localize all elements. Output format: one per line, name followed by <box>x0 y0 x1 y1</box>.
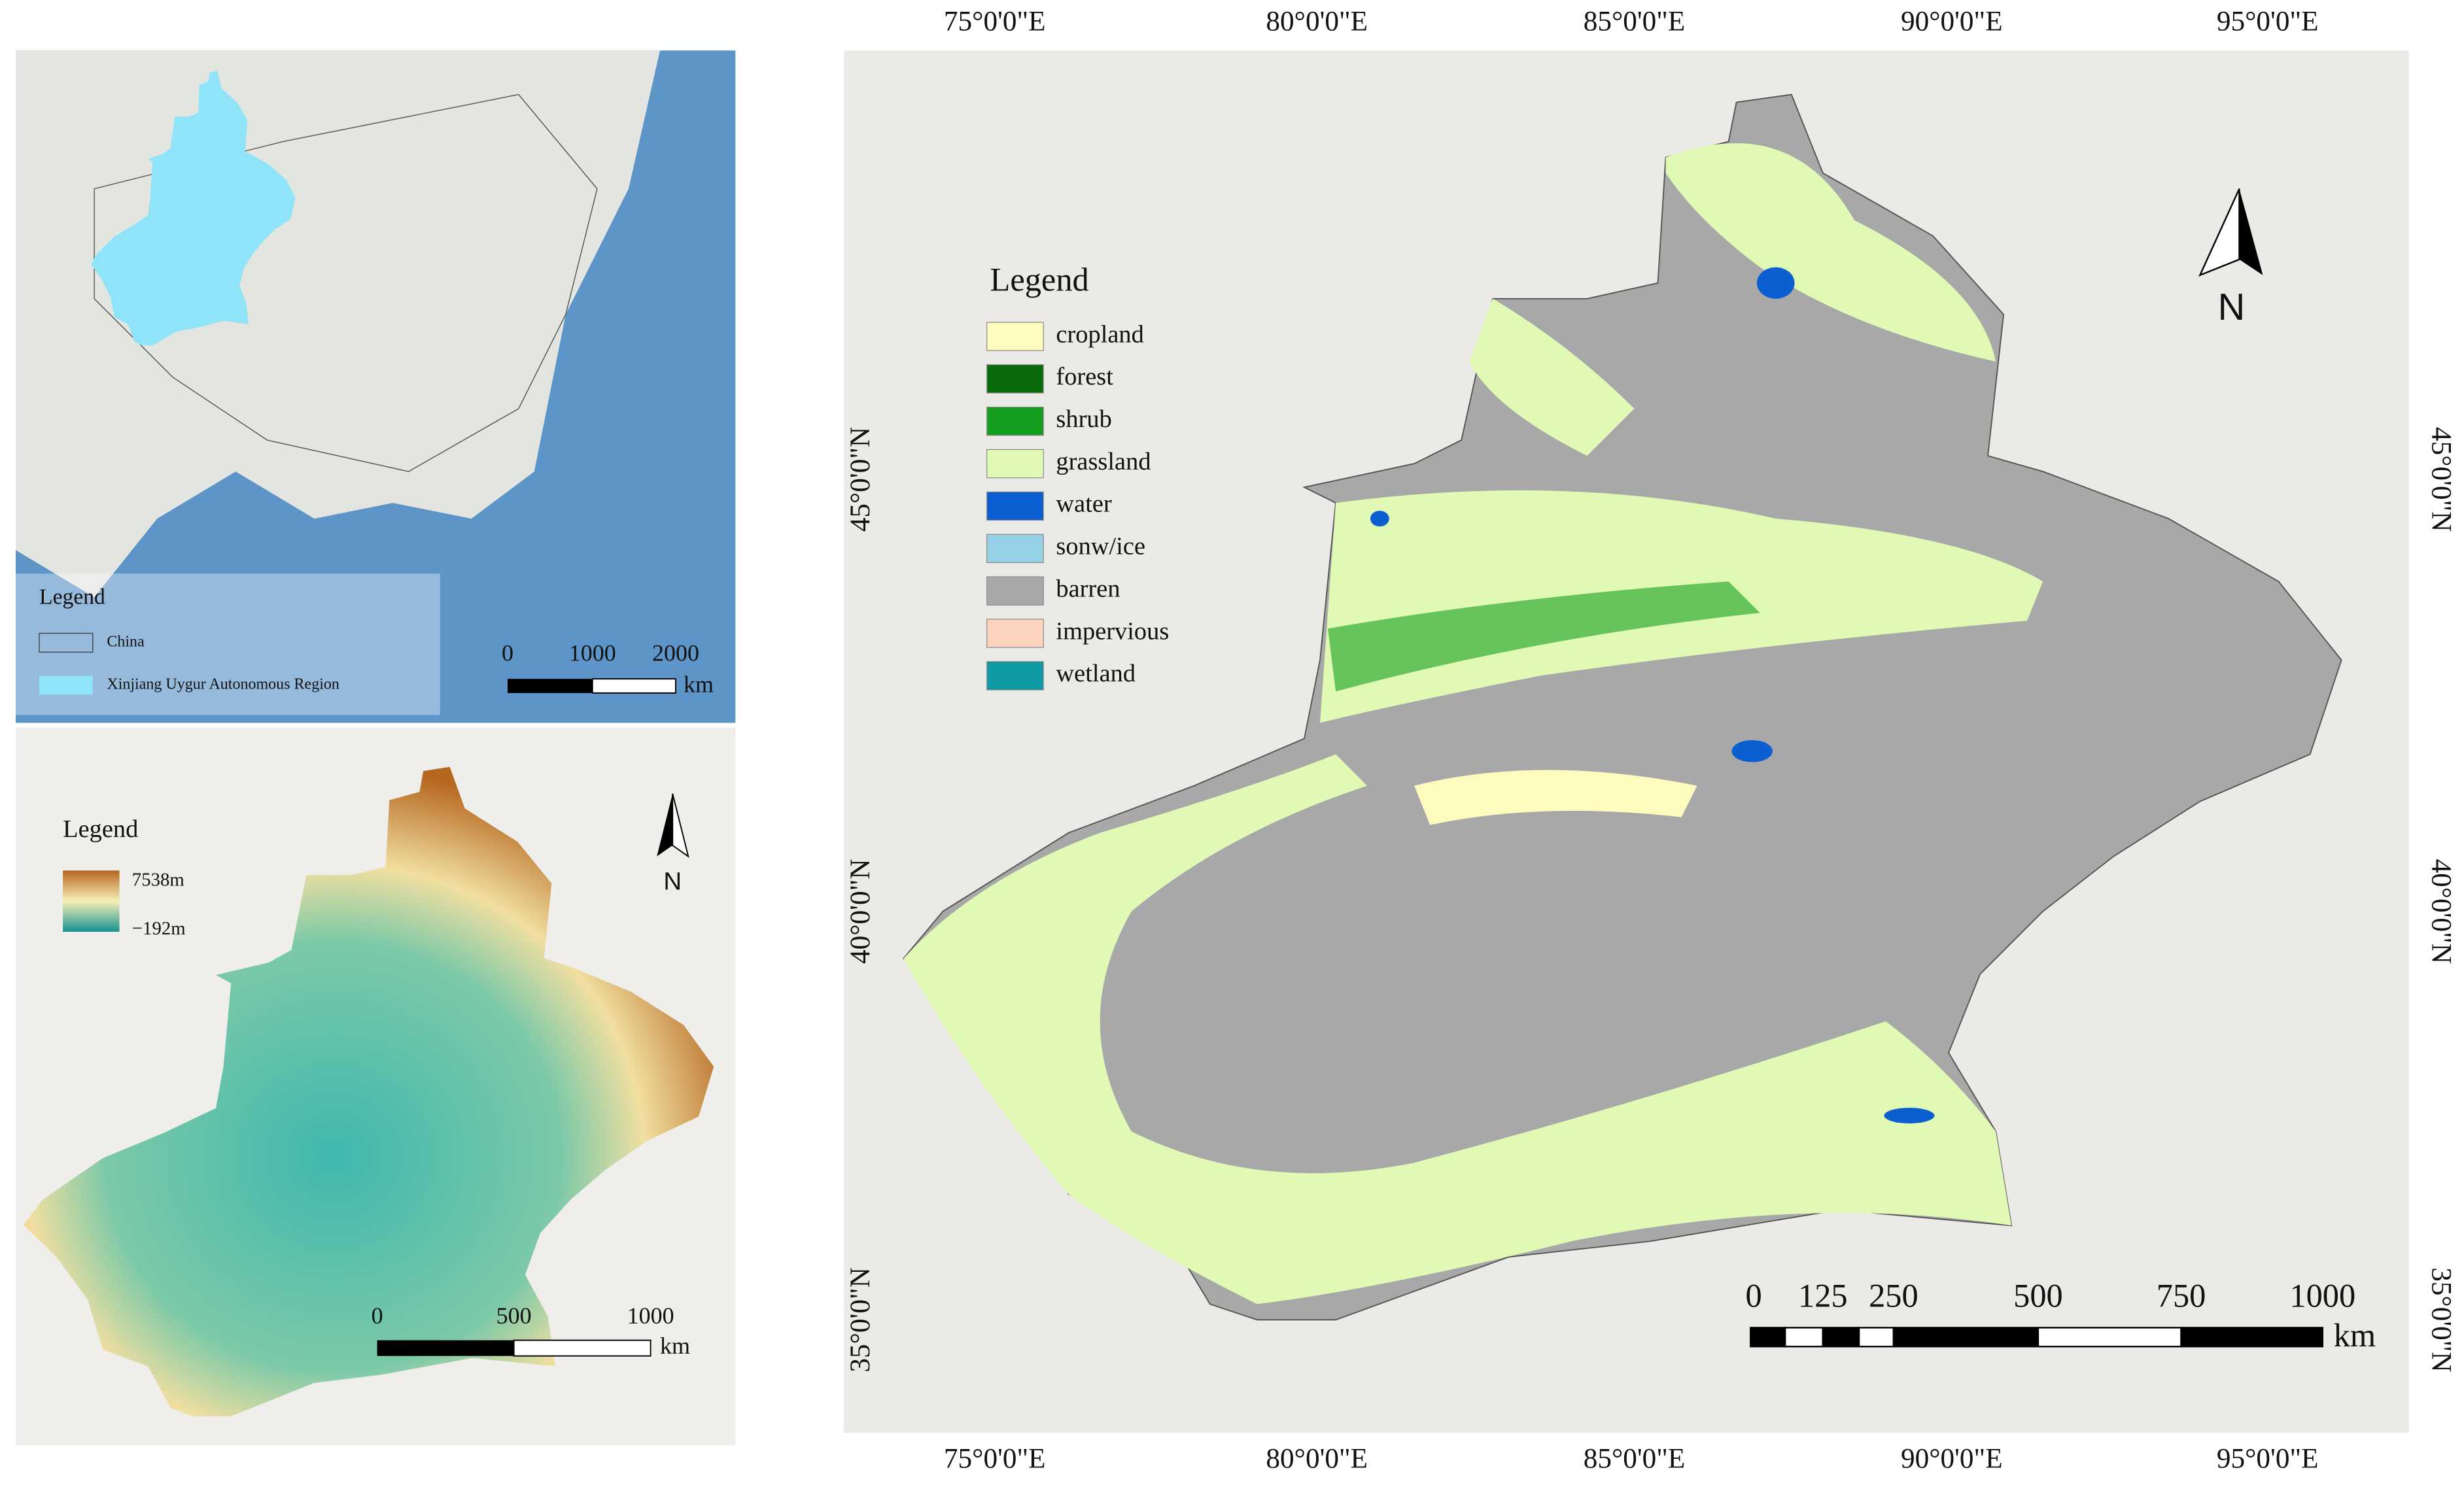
longitude-label: 85°0'0"E <box>1584 1443 1686 1475</box>
scale-labels: 0 500 1000 km <box>372 1303 690 1359</box>
legend-swatch <box>986 406 1044 436</box>
grassland-area <box>1665 143 1996 362</box>
latitude-label: 35°0'0"N <box>844 1267 876 1372</box>
scale-label: 1000 <box>2289 1278 2355 1314</box>
scale-labels: 0 1000 2000 km <box>502 640 714 697</box>
legend-swatch <box>986 491 1044 521</box>
legend-swatch <box>986 576 1044 606</box>
scale-label: 250 <box>1869 1278 1918 1314</box>
scale-segment <box>1892 1327 2039 1348</box>
scale-label: 0 <box>502 640 513 666</box>
lake <box>1370 511 1389 527</box>
legend-swatch <box>39 632 94 653</box>
north-label: N <box>2218 286 2246 328</box>
scale-unit: km <box>2334 1317 2376 1354</box>
longitude-label: 90°0'0"E <box>1901 5 2003 37</box>
latitude-label: 45°0'0"N <box>2426 427 2457 532</box>
longitude-label: 85°0'0"E <box>1584 5 1686 37</box>
legend-swatch <box>986 449 1044 479</box>
scale-segment <box>2037 1327 2182 1348</box>
scale-bar <box>377 1340 514 1356</box>
legend-gradient <box>63 870 120 932</box>
longitude-label: 80°0'0"E <box>1266 5 1368 37</box>
scale-bar <box>513 1339 651 1357</box>
scale-segment <box>2180 1327 2323 1348</box>
graticule-labels: 75°0'0"E 75°0'0"E 80°0'0"E 80°0'0"E 85°0'0"E… <box>844 5 2457 1474</box>
scale-label: 1000 <box>569 640 616 666</box>
legend-label: sonw/ice <box>1056 533 1145 560</box>
longitude-label: 75°0'0"E <box>944 5 1046 37</box>
longitude-label: 95°0'0"E <box>2217 1443 2319 1475</box>
legend-max: 7538m <box>132 870 184 891</box>
legend-swatch <box>39 675 93 695</box>
north-label: N <box>663 868 682 896</box>
scale-bar <box>507 679 593 693</box>
legend-title: Legend <box>990 261 1089 298</box>
legend-label: Xinjiang Uygur Autonomous Region <box>107 675 339 692</box>
cropland-area <box>1414 770 1697 825</box>
scale-segment <box>1750 1327 1786 1348</box>
legend-label: China <box>107 633 145 650</box>
legend-label: water <box>1056 490 1112 518</box>
scale-label: 125 <box>1798 1278 1848 1314</box>
scale-label: 500 <box>2013 1278 2063 1314</box>
latitude-label: 40°0'0"N <box>844 859 876 964</box>
lake <box>1756 267 1795 299</box>
scale-label: 0 <box>372 1303 383 1329</box>
legend-label: cropland <box>1056 320 1143 348</box>
scale-segment <box>1784 1327 1824 1348</box>
scale-unit: km <box>684 671 714 697</box>
legend-label: forest <box>1056 363 1113 390</box>
legend: cropland forest shrub grassland water sonw/ic… <box>986 320 1169 691</box>
latitude-label: 45°0'0"N <box>844 427 876 532</box>
scale-bar <box>1750 1327 2323 1348</box>
shrub-area <box>1328 581 1760 692</box>
legend-swatch <box>986 534 1044 564</box>
legend-label: impervious <box>1056 617 1169 645</box>
lake <box>1731 740 1773 762</box>
grassland-area <box>1469 298 1635 456</box>
scale-bar <box>591 678 677 694</box>
scale-label: 2000 <box>652 640 699 666</box>
scale-unit: km <box>660 1333 690 1359</box>
scale-label: 500 <box>496 1303 532 1329</box>
legend-swatch <box>986 661 1044 691</box>
legend-swatch <box>986 364 1044 394</box>
longitude-label: 90°0'0"E <box>1901 1443 2003 1475</box>
latitude-label: 40°0'0"N <box>2426 859 2457 964</box>
latitude-label: 35°0'0"N <box>2426 1267 2457 1372</box>
grassland-area <box>903 754 2012 1305</box>
legend-title: Legend <box>63 815 138 843</box>
north-arrow <box>2239 188 2263 275</box>
scale-label: 1000 <box>627 1303 674 1329</box>
legend-title: Legend <box>39 585 105 609</box>
legend-label: barren <box>1056 575 1120 602</box>
north-arrow <box>672 793 689 858</box>
scale-segment <box>1858 1327 1895 1348</box>
lake <box>1884 1108 1935 1124</box>
scale-label: 750 <box>2157 1278 2206 1314</box>
longitude-label: 95°0'0"E <box>2217 5 2319 37</box>
legend-min: −192m <box>132 918 186 939</box>
legend-label: shrub <box>1056 405 1111 433</box>
legend-swatch <box>986 619 1044 648</box>
longitude-label: 75°0'0"E <box>944 1443 1046 1475</box>
legend-swatch <box>986 322 1044 351</box>
longitude-label: 80°0'0"E <box>1266 1443 1368 1475</box>
north-arrow <box>657 793 673 857</box>
scale-segment <box>1822 1327 1860 1348</box>
scale-label: 0 <box>1745 1278 1761 1314</box>
legend-label: wetland <box>1056 660 1136 687</box>
china-border <box>94 94 598 472</box>
legend-label: grassland <box>1056 448 1151 475</box>
